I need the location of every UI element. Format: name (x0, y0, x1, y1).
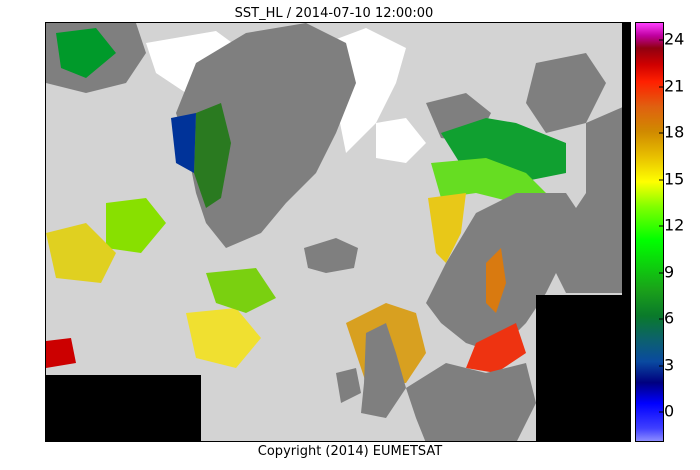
iceland-land (304, 238, 358, 273)
colorbar-tick-3: 3 (658, 355, 675, 375)
map-title: SST_HL / 2014-07-10 12:00:00 (234, 6, 434, 21)
greenland-coast-blue (171, 113, 196, 173)
colorbar-tick-24: 24 (658, 29, 685, 49)
greenland-coast-sst (194, 103, 231, 208)
norwegian-coast-sst (428, 193, 466, 263)
colorbar-tick-0: 0 (658, 401, 675, 421)
atlantic-sst-green2 (206, 268, 276, 313)
ireland-land (336, 368, 361, 403)
europe-land (406, 363, 536, 441)
colorbar-tick-9: 9 (658, 262, 675, 282)
no-coverage (46, 23, 630, 441)
colorbar (635, 22, 664, 442)
red-spot-sst (46, 338, 76, 368)
canada-coast-sst (56, 28, 116, 78)
colorbar-tick-15: 15 (658, 169, 685, 189)
atlantic-sst-yellow (186, 308, 261, 368)
colorbar-tick-21: 21 (658, 76, 685, 96)
baltic-south-sst (466, 323, 526, 373)
uk-land (361, 323, 406, 418)
sst-map (45, 22, 631, 442)
colorbar-tick-18: 18 (658, 122, 685, 142)
baltic-sst (486, 248, 506, 313)
norwegian-sea-sst (431, 158, 546, 203)
colorbar-tick-6: 6 (658, 308, 675, 328)
scandinavia-land (426, 193, 586, 353)
labrador-sst (46, 223, 116, 283)
novaya-zemlya-land (526, 53, 606, 133)
atlantic-sst-green (106, 198, 166, 253)
colorbar-tick-12: 12 (658, 215, 685, 235)
russia-land (546, 103, 630, 293)
copyright: Copyright (2014) EUMETSAT (257, 444, 443, 459)
